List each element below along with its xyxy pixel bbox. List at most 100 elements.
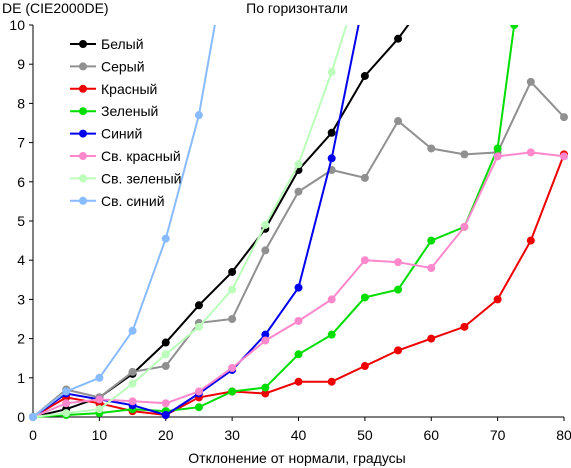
series-0-point-9 [327,128,336,137]
series-3-point-14 [493,144,502,153]
series-2-point-10 [360,362,369,371]
series-1-point-4 [161,362,170,371]
series-6-point-2 [95,405,104,414]
series-1-point-12 [427,144,436,153]
x-tick-label-4: 40 [291,427,307,443]
series-5-point-11 [394,258,403,267]
series-2-point-8 [294,377,303,386]
series-6-point-3 [128,379,137,388]
y-tick-label-0: 0 [17,409,25,425]
series-3-point-12 [427,236,436,245]
chart-title: По горизонтали [246,0,348,16]
plot-area [29,25,568,421]
x-tick-label-2: 20 [158,427,174,443]
x-tick-label-5: 50 [357,427,373,443]
series-5-point-16 [560,152,568,161]
series-5-point-4 [161,399,170,408]
series-3-point-11 [394,285,403,294]
series-line-3 [32,25,516,418]
legend-label-5: Св. красный [101,148,181,164]
series-1-point-6 [228,315,237,323]
series-5-point-2 [95,395,104,404]
series-2-point-7 [261,389,270,398]
series-5-point-14 [493,152,502,161]
x-tick-label-7: 70 [490,427,506,443]
series-3-point-6 [228,387,237,396]
x-tick-label-8: 80 [556,427,571,443]
series-1-point-8 [294,187,303,196]
series-5-point-3 [128,397,137,406]
series-4-point-8 [294,283,303,292]
series-1-point-7 [261,246,270,255]
series-0-point-4 [161,338,170,347]
series-2-point-13 [460,322,469,331]
legend-label-7: Св. синий [101,193,165,209]
series-5-point-15 [526,148,535,157]
series-6-point-4 [161,350,170,359]
series-5-point-8 [294,316,303,325]
legend-label-6: Св. зеленый [101,170,181,186]
series-7-point-2 [95,373,104,382]
series-2-point-9 [327,377,336,386]
legend-label-4: Синий [101,126,142,142]
y-tick-label-2: 2 [17,331,25,347]
series-1-point-15 [526,77,535,86]
series-5-point-10 [360,256,369,265]
series-3-point-5 [194,403,203,412]
legend-marker-0 [79,40,87,48]
series-7-point-0 [29,413,37,421]
legend-label-0: Белый [101,36,144,52]
series-1-point-10 [360,173,369,182]
y-axis-label: DE (CIE2000DE) [2,0,109,16]
series-5-point-13 [460,222,469,231]
x-tick-label-6: 60 [423,427,439,443]
series-2-point-14 [493,295,502,304]
y-tick-label-6: 6 [17,174,25,190]
y-tick-label-1: 1 [17,370,25,386]
series-4-point-4 [161,411,170,420]
series-1-point-11 [394,117,403,126]
series-3-point-8 [294,350,303,359]
x-tick-label-3: 30 [224,427,240,443]
series-3-point-9 [327,330,336,339]
series-7 [29,25,216,421]
y-tick-label-3: 3 [17,291,25,307]
legend-label-1: Серый [101,58,145,74]
series-2-point-15 [526,236,535,245]
series-0-point-6 [228,267,237,276]
series-5-point-7 [261,336,270,345]
series-7-point-4 [161,234,170,243]
legend-marker-6 [79,174,87,183]
legend-label-2: Красный [101,81,157,97]
series-5-point-6 [228,364,237,372]
series-0 [29,25,410,421]
series-line-0 [32,25,410,418]
y-tick-label-10: 10 [9,17,25,33]
series-5-point-9 [327,295,336,304]
legend-marker-7 [79,196,87,205]
y-tick-label-5: 5 [17,213,25,229]
series-3-point-15 [510,25,519,29]
series-3-point-7 [261,383,270,392]
series-6-point-9 [327,68,336,77]
series-2-point-12 [427,334,436,343]
legend-label-3: Зеленый [101,103,158,119]
legend-marker-4 [79,129,87,138]
axes: 0 1 2 3 4 5 6 7 8 9 10 0 10 20 30 40 50 60 70 80 [9,17,571,443]
y-tick-label-8: 8 [17,95,25,111]
legend-marker-1 [79,62,87,71]
series-5-point-1 [62,399,71,408]
x-tick-label-1: 10 [92,427,108,443]
series-0-point-11 [394,34,403,43]
series-6-point-1 [62,409,71,418]
series-7-point-1 [62,387,71,396]
series-1-point-16 [560,113,568,122]
series-6-point-6 [228,285,237,294]
series-0-point-5 [194,301,203,310]
y-tick-label-9: 9 [17,56,25,72]
series-6-point-8 [294,160,303,169]
legend-marker-5 [79,152,87,160]
series-5-point-12 [427,264,436,273]
legend-marker-2 [79,84,87,93]
